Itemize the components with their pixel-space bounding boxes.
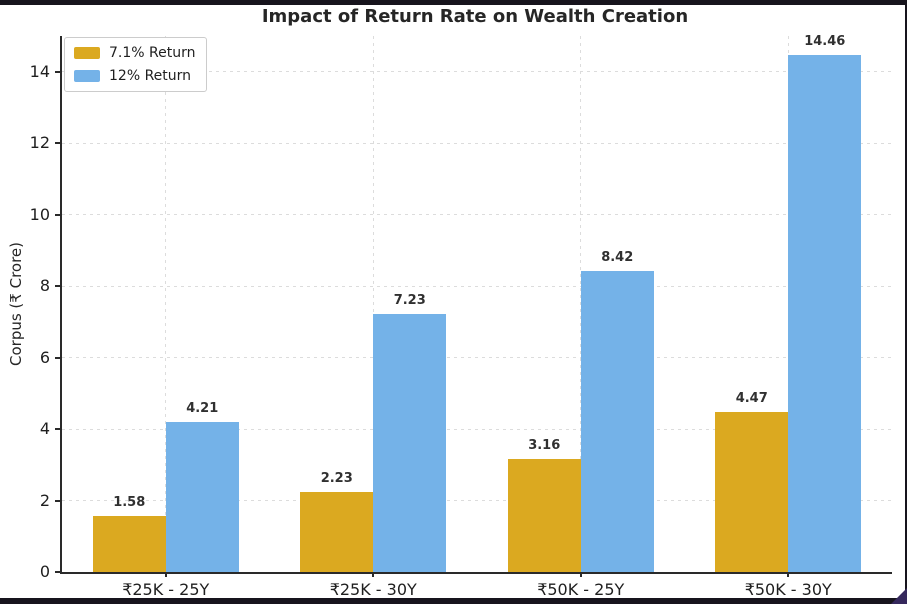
y-tick-mark xyxy=(55,70,60,73)
x-tick-label: ₹50K - 30Y xyxy=(744,580,832,599)
x-tick-mark xyxy=(579,572,582,577)
legend: 7.1% Return 12% Return xyxy=(64,37,208,92)
y-tick-mark xyxy=(55,571,60,573)
bar-value-label: 8.42 xyxy=(601,250,634,266)
y-tick-label: 2 xyxy=(39,490,50,510)
x-tick-label: ₹25K - 30Y xyxy=(329,580,417,599)
legend-swatch xyxy=(74,70,100,82)
vertical-gridline xyxy=(372,36,374,572)
y-tick-mark xyxy=(55,499,60,502)
y-tick-mark xyxy=(55,285,60,288)
horizontal-gridline xyxy=(62,428,892,430)
plot-area: 0 2 4 6 8 10 12 14 ₹25K - 25Y 1.58 4.21 ₹25K - 30Y 2… xyxy=(30,34,892,599)
horizontal-gridline xyxy=(62,285,892,287)
bar-7-1pct-return xyxy=(300,492,374,572)
bar-value-label: 7.23 xyxy=(393,292,426,308)
x-tick-mark xyxy=(164,572,167,577)
bar-value-label: 3.16 xyxy=(528,438,561,454)
y-tick-mark xyxy=(55,213,60,216)
bar-12pct-return xyxy=(580,271,654,572)
horizontal-gridline xyxy=(62,214,892,216)
bar-7-1pct-return xyxy=(715,412,789,572)
bar-7-1pct-return xyxy=(507,459,581,572)
mouse-cursor xyxy=(891,588,907,604)
legend-item-label: 7.1% Return xyxy=(109,45,196,61)
screen-edge-top xyxy=(0,0,907,5)
bar-value-label: 2.23 xyxy=(320,471,353,487)
y-tick-label: 6 xyxy=(39,347,50,367)
y-tick-label: 12 xyxy=(29,133,50,153)
y-tick-label: 10 xyxy=(29,204,50,224)
bar-12pct-return xyxy=(165,421,239,572)
bar-12pct-return xyxy=(788,55,862,572)
horizontal-gridline xyxy=(62,71,892,73)
bar-value-label: 4.21 xyxy=(186,400,219,416)
y-tick-mark xyxy=(55,142,60,145)
x-tick-mark xyxy=(787,572,790,577)
bar-value-label: 14.46 xyxy=(804,34,846,50)
x-tick-label: ₹25K - 25Y xyxy=(122,580,210,599)
screen-edge-bottom xyxy=(0,598,907,604)
legend-item: 7.1% Return xyxy=(74,45,195,61)
y-tick-mark xyxy=(55,356,60,359)
horizontal-gridline xyxy=(62,142,892,144)
y-tick-label: 14 xyxy=(29,61,50,81)
x-tick-mark xyxy=(372,572,375,577)
bar-12pct-return xyxy=(373,313,447,572)
y-tick-label: 8 xyxy=(39,276,50,296)
y-tick-label: 4 xyxy=(39,419,50,439)
bar-value-label: 1.58 xyxy=(113,494,146,510)
y-tick-mark xyxy=(55,428,60,431)
y-tick-label: 0 xyxy=(39,562,50,581)
horizontal-gridline xyxy=(62,357,892,359)
legend-item: 12% Return xyxy=(74,68,195,84)
legend-swatch xyxy=(74,47,100,59)
legend-item-label: 12% Return xyxy=(109,68,192,84)
horizontal-gridline xyxy=(62,500,892,502)
screen-edge-right xyxy=(905,0,907,604)
vertical-gridline xyxy=(165,36,167,572)
chart-title: Impact of Return Rate on Wealth Creation xyxy=(261,6,689,27)
x-tick-label: ₹50K - 25Y xyxy=(537,580,625,599)
bar-value-label: 4.47 xyxy=(735,391,768,407)
bar-7-1pct-return xyxy=(92,515,166,572)
